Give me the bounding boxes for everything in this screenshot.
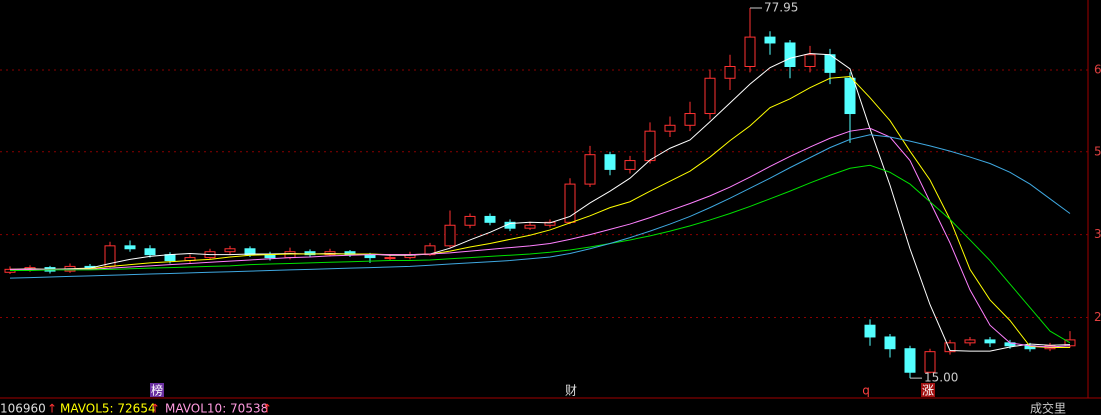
volume-value: 106960 (0, 402, 46, 415)
candle-body (924, 351, 936, 373)
high-label: 77.95 (764, 0, 798, 14)
arrow: ↑ (150, 402, 160, 415)
y-tick-label: 3 (1094, 227, 1101, 241)
event-marker: 财 (565, 384, 577, 398)
candle-body (804, 54, 816, 67)
candle-body (424, 245, 436, 256)
candle-body (604, 154, 616, 170)
moving-average (10, 164, 1071, 344)
candle-body (864, 324, 876, 338)
candle-body (344, 251, 356, 256)
candle-body (684, 113, 696, 126)
marker-bg (921, 383, 935, 397)
y-tick-label: 6 (1094, 63, 1101, 77)
mavol10: MAVOL10: 70538 (165, 402, 268, 415)
candle-body (164, 254, 176, 262)
candle-body (444, 224, 456, 247)
candle-body (544, 221, 556, 226)
candle-body (704, 77, 716, 115)
moving-average (10, 127, 1071, 348)
low-label: 15.00 (924, 371, 958, 385)
candle-body (784, 42, 796, 67)
candle-body (944, 342, 956, 353)
candle-body (244, 248, 256, 256)
candle-body (964, 339, 976, 344)
candle-body (884, 336, 896, 350)
moving-average (9, 134, 1071, 279)
candle-body (304, 251, 316, 256)
candle-body (904, 348, 916, 373)
candle-body (564, 183, 576, 223)
volume-title: 成交里 (1030, 401, 1066, 415)
candle-body (844, 77, 856, 115)
candle-body (624, 160, 636, 170)
candle-body (764, 36, 776, 44)
candle-body (664, 124, 676, 132)
candle-body (744, 36, 756, 67)
y-tick-label: 5 (1094, 144, 1101, 158)
mavol5: MAVOL5: 72654 (60, 402, 156, 415)
event-marker: q (862, 384, 870, 398)
candle-body (384, 257, 396, 260)
moving-average (10, 75, 1070, 349)
candle-body (724, 65, 736, 79)
y-tick-label: 2 (1094, 310, 1101, 324)
arrow: ↑ (262, 402, 272, 415)
marker-bg (150, 383, 164, 397)
candle-body (584, 154, 596, 185)
event-marker: 榜 (151, 383, 163, 398)
candle-body (644, 130, 656, 162)
candle-body (524, 224, 536, 229)
candle-body (984, 339, 996, 344)
candle-body (144, 248, 156, 256)
candle-body (464, 215, 476, 226)
candle-body (224, 248, 236, 253)
event-marker: 涨 (922, 383, 934, 398)
candle-body (484, 215, 496, 223)
arrow: ↑ (47, 402, 57, 415)
moving-average (9, 53, 1071, 352)
candle-body (124, 245, 136, 250)
